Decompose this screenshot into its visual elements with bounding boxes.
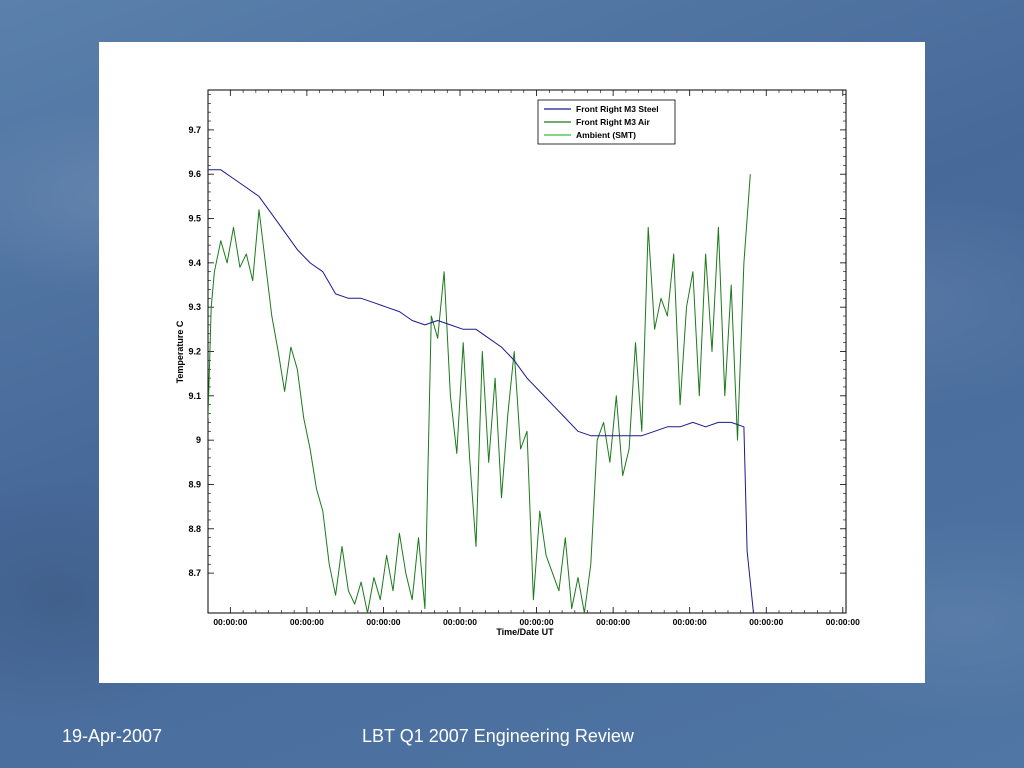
legend-label: Front Right M3 Air <box>576 117 651 127</box>
y-tick-label: 9.1 <box>188 391 201 401</box>
series-line-0 <box>208 169 754 613</box>
legend-label: Front Right M3 Steel <box>576 104 659 114</box>
y-tick-label: 9.4 <box>188 258 201 268</box>
x-tick-label: 00:00:00 <box>749 617 783 627</box>
y-tick-label: 9.7 <box>188 125 201 135</box>
y-tick-label: 9.2 <box>188 347 201 357</box>
x-tick-label: 00:00:00 <box>520 617 554 627</box>
y-tick-label: 8.8 <box>188 524 201 534</box>
x-tick-label: 00:00:00 <box>290 617 324 627</box>
y-tick-label: 9.5 <box>188 214 201 224</box>
x-tick-label: 00:00:00 <box>596 617 630 627</box>
y-axis-label: Temperature C <box>175 320 185 383</box>
x-axis-ticks: 00:00:00 00:00:00 00:00:00 00:00:00 00:00:00… <box>213 90 860 627</box>
plot-area <box>208 169 754 613</box>
y-tick-label: 9.6 <box>188 169 201 179</box>
x-tick-label: 00:00:00 <box>826 617 860 627</box>
y-tick-label: 9.3 <box>188 302 201 312</box>
x-tick-label: 00:00:00 <box>443 617 477 627</box>
footer-title: LBT Q1 2007 Engineering Review <box>362 726 634 746</box>
footer-date: 19-Apr-2007 <box>62 726 163 746</box>
x-tick-label: 00:00:00 <box>366 617 400 627</box>
plot-frame <box>207 89 847 614</box>
y-axis-ticks: 8.7 8.8 8.9 9 9.1 9.2 9.3 9.4 9.5 9.6 9.7 <box>188 94 846 578</box>
chart-card: 8.7 8.8 8.9 9 9.1 9.2 9.3 9.4 9.5 9.6 9.7 00:00:00… <box>99 42 925 683</box>
legend-label: Ambient (SMT) <box>576 130 636 140</box>
legend: Front Right M3 Steel Front Right M3 Air Am… <box>537 99 676 145</box>
chart-svg: 8.7 8.8 8.9 9 9.1 9.2 9.3 9.4 9.5 9.6 9.7 00:00:00… <box>175 89 860 637</box>
x-tick-label: 00:00:00 <box>673 617 707 627</box>
x-tick-label: 00:00:00 <box>213 617 247 627</box>
x-axis-label: Time/Date UT <box>496 627 554 637</box>
y-tick-label: 9 <box>196 435 201 445</box>
y-tick-label: 8.9 <box>188 479 201 489</box>
series-line-1 <box>208 174 751 613</box>
y-tick-label: 8.7 <box>188 568 201 578</box>
